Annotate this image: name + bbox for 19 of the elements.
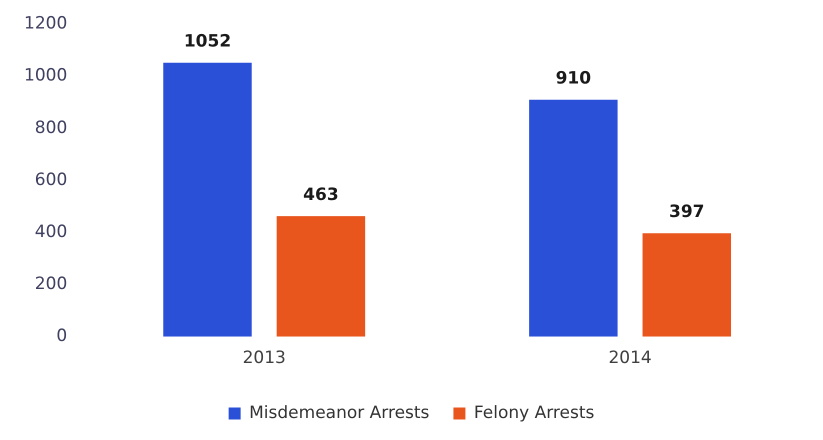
y-tick-label: 0 [56, 326, 68, 346]
bar [529, 100, 618, 337]
bar [276, 216, 366, 337]
data-label: 463 [303, 184, 339, 205]
bar [642, 233, 732, 337]
legend-label: Felony Arrests [474, 402, 595, 423]
bar [163, 62, 252, 337]
data-label: 910 [556, 68, 592, 89]
data-label: 1052 [184, 32, 232, 52]
y-tick-label: 600 [34, 170, 68, 190]
y-tick-label: 1200 [24, 14, 68, 34]
legend-label: Misdemeanor Arrests [249, 402, 430, 423]
y-tick-label: 200 [34, 274, 68, 294]
y-tick-label: 400 [34, 222, 68, 242]
y-tick-label: 800 [34, 118, 68, 138]
y-tick-label: 1000 [24, 66, 68, 86]
x-tick-label: 2014 [608, 348, 652, 368]
x-tick-label: 2013 [242, 348, 286, 368]
data-label: 397 [669, 202, 705, 222]
